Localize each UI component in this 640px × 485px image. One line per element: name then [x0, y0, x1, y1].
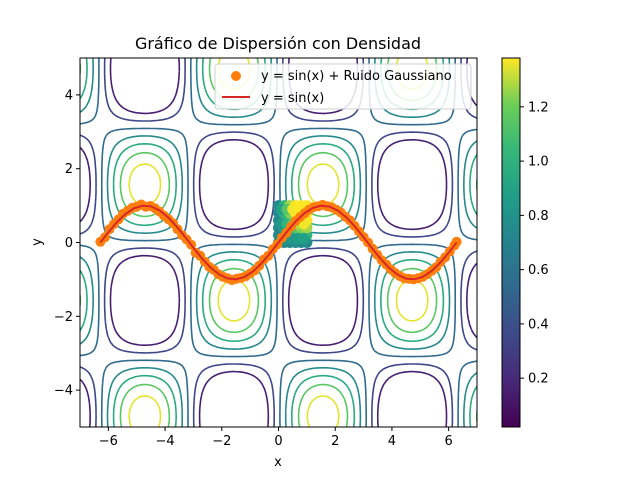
noise-point [451, 236, 462, 247]
legend-marker-noise [231, 71, 241, 81]
x-tick-label: 0 [274, 434, 282, 449]
x-tick-label: −4 [155, 434, 174, 449]
sine-line-series [99, 204, 458, 281]
y-axis-ticks: −4 −2 0 2 4 [54, 88, 80, 399]
contour-level-1 [80, 58, 477, 427]
x-tick-label: −2 [212, 434, 231, 449]
x-tick-label: −6 [99, 434, 118, 449]
x-tick-label: 4 [388, 434, 396, 449]
colorbar-tick-label: 1.2 [528, 100, 549, 115]
colorbar-gradient [501, 57, 521, 428]
y-tick-label: 2 [65, 162, 73, 177]
y-tick-label: 0 [65, 236, 73, 251]
colorbar: 0.2 0.4 0.6 0.8 1.0 1.2 [501, 57, 549, 428]
y-tick-label: −4 [54, 384, 73, 399]
x-tick-label: 6 [445, 434, 453, 449]
y-tick-label: 4 [65, 88, 73, 103]
colorbar-tick-label: 0.6 [528, 263, 549, 278]
colorbar-tick-label: 1.0 [528, 155, 549, 170]
y-tick-label: −2 [54, 310, 73, 325]
legend: y = sin(x) + Ruido Gaussiano y = sin(x) [214, 63, 472, 110]
legend-label-noise: y = sin(x) + Ruido Gaussiano [261, 69, 452, 84]
x-tick-label: 2 [331, 434, 339, 449]
y-axis-label: y [30, 238, 45, 246]
colorbar-ticks: 0.2 0.4 0.6 0.8 1.0 1.2 [520, 100, 549, 387]
sine-line-path [99, 204, 458, 281]
colorbar-tick-label: 0.4 [528, 317, 549, 332]
density-point [298, 233, 310, 245]
x-axis-label: x [274, 455, 282, 470]
colorbar-tick-label: 0.8 [528, 209, 549, 224]
chart-title: Gráfico de Dispersión con Densidad [135, 34, 421, 53]
colorbar-tick-label: 0.2 [528, 372, 549, 387]
legend-box [214, 63, 472, 110]
x-axis-ticks: −6 −4 −2 0 2 4 6 [99, 427, 453, 449]
legend-label-sine: y = sin(x) [261, 91, 324, 106]
